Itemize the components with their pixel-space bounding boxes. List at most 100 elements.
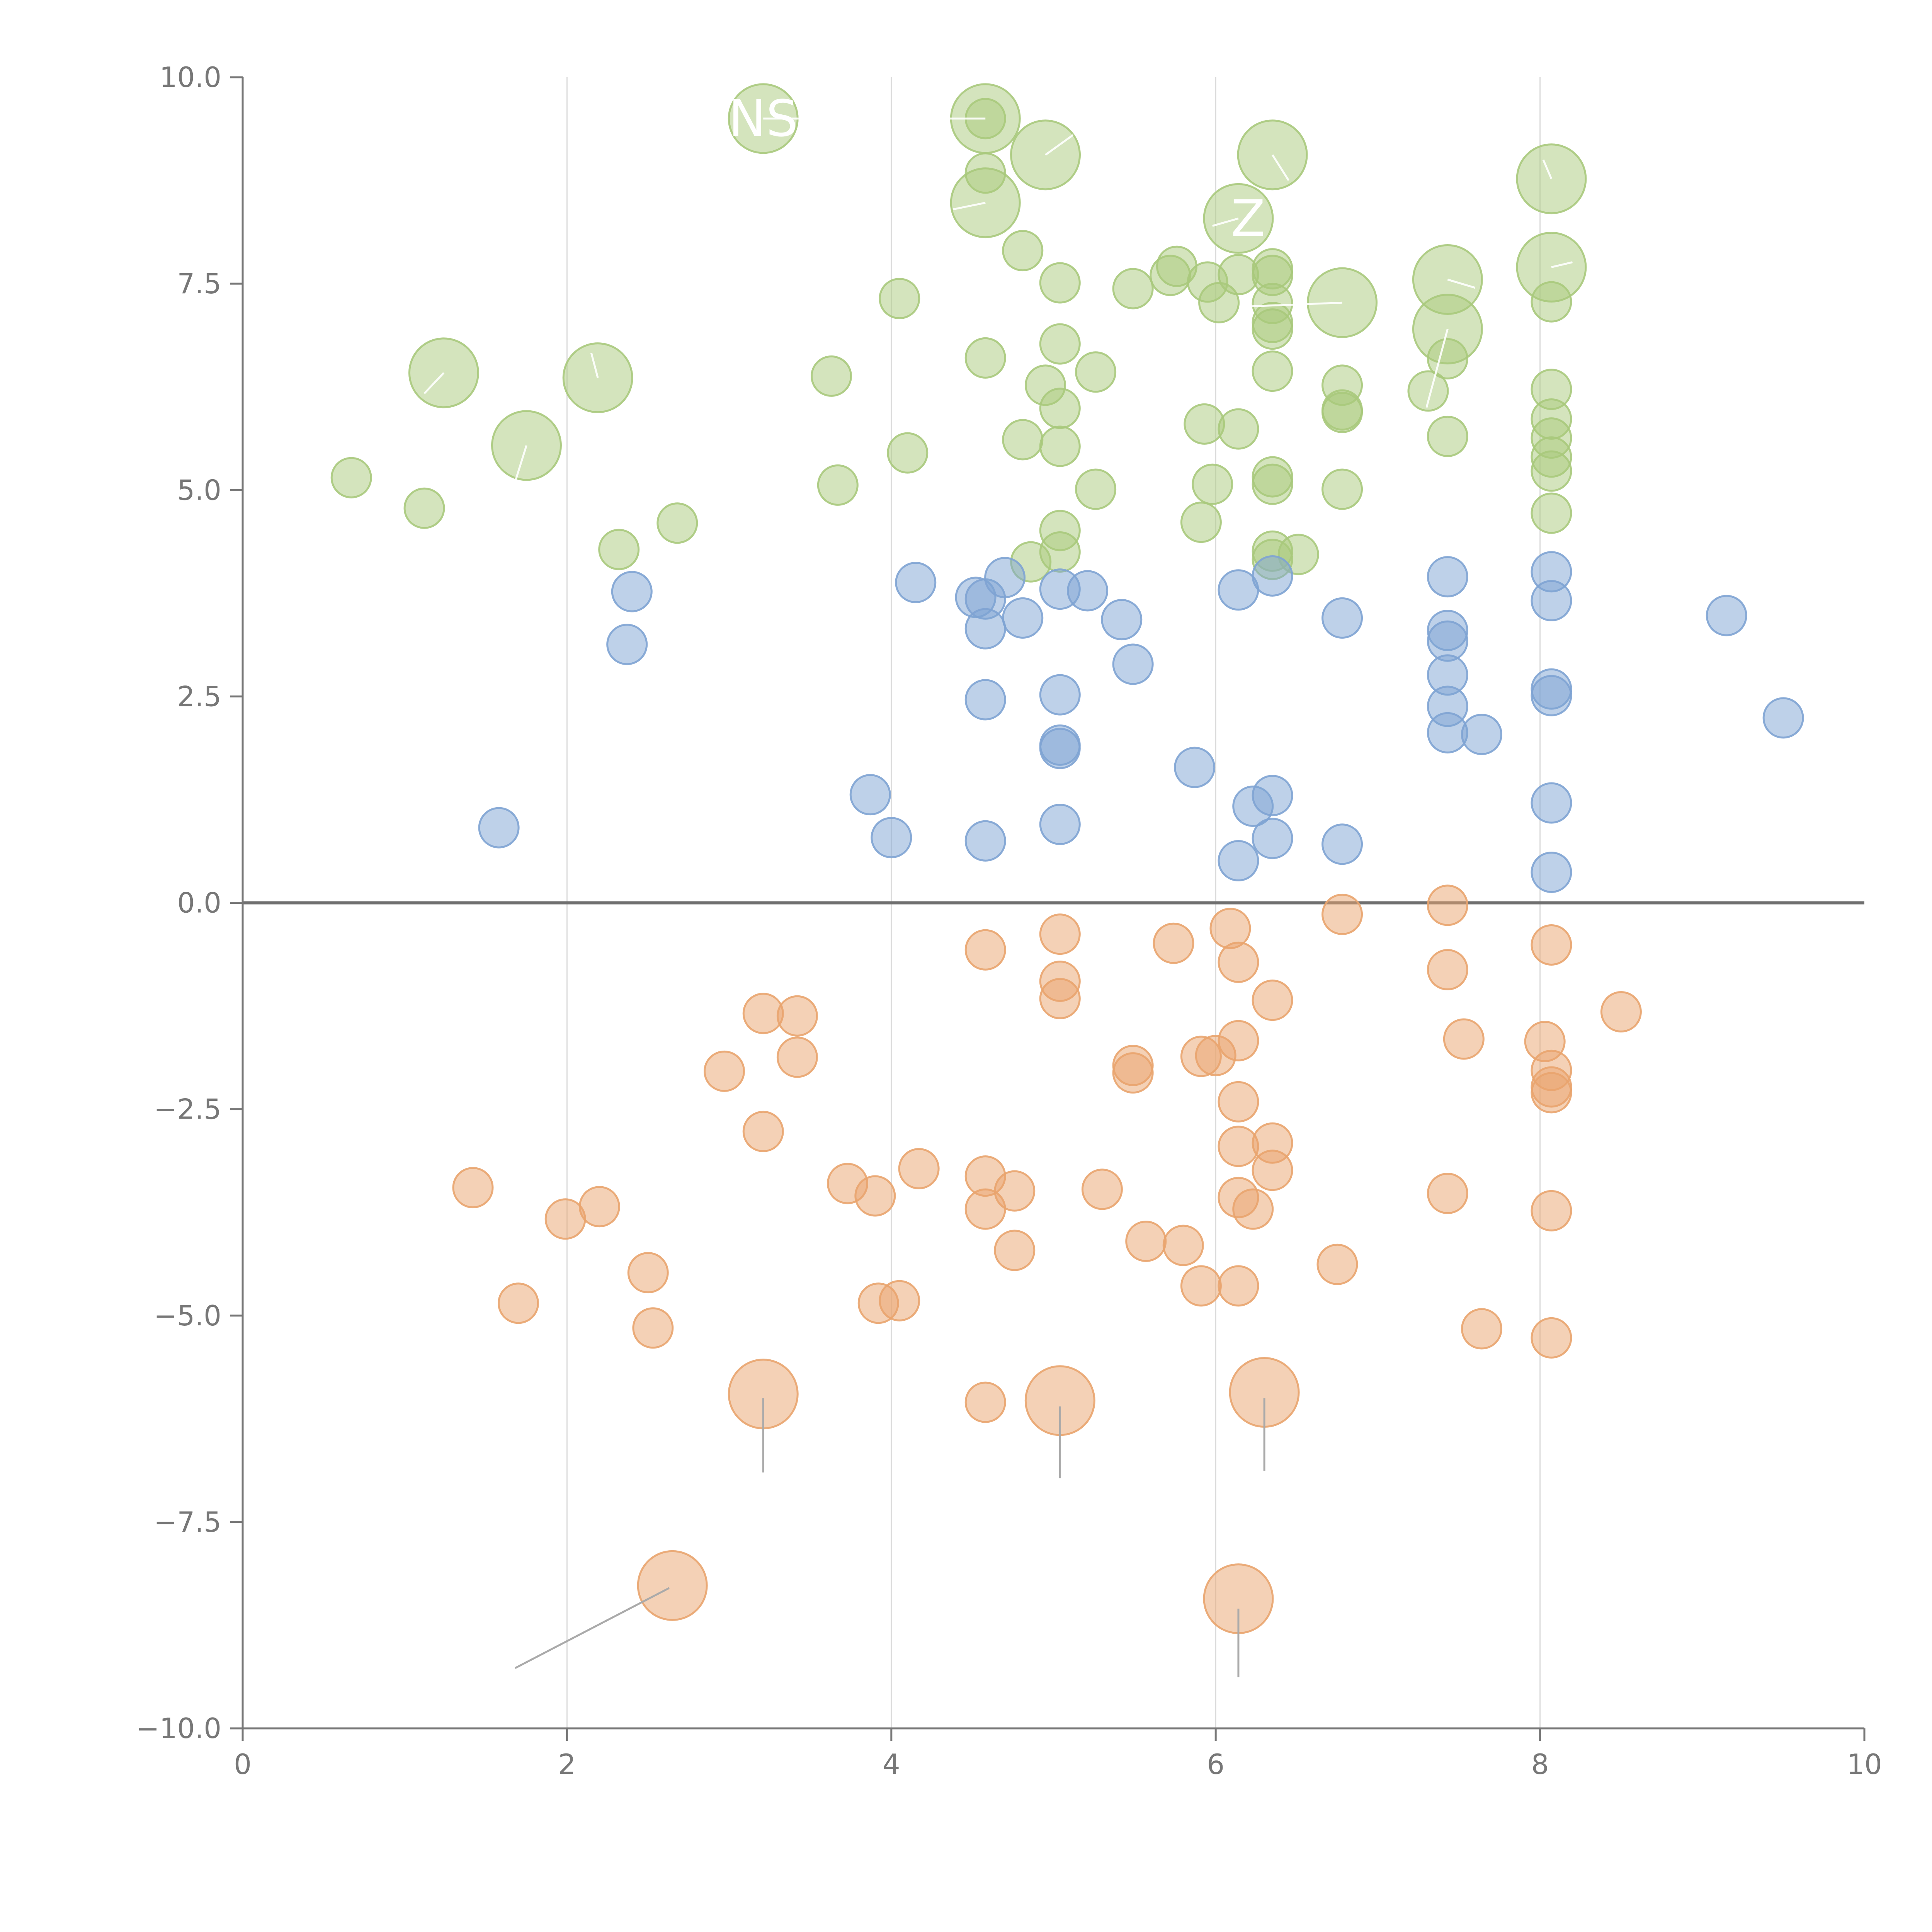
blue-point [606, 624, 648, 665]
blue-point [1321, 823, 1363, 865]
annotation-leader-line [1542, 159, 1553, 179]
orange-point [1531, 924, 1572, 966]
green-point [1002, 419, 1044, 461]
green-point [1252, 350, 1293, 392]
orange-point [1218, 1020, 1259, 1061]
green-point [403, 487, 445, 529]
annotation-leader-line [952, 202, 986, 211]
orange-point [1039, 913, 1081, 955]
x-tick-label: 4 [883, 1748, 900, 1781]
blue-point [1531, 675, 1572, 716]
orange-point [452, 1167, 494, 1209]
orange-point [704, 1050, 745, 1092]
annotation-leader-line [590, 352, 599, 378]
point-label: Z [1231, 189, 1265, 248]
x-tick-label: 10 [1847, 1748, 1882, 1781]
y-tick-label: −7.5 [154, 1506, 221, 1538]
blue-point [1252, 555, 1293, 597]
green-point [1531, 450, 1572, 492]
orange-point [1321, 893, 1363, 935]
orange-point [1461, 1308, 1503, 1350]
blue-point [1174, 747, 1216, 788]
orange-point [1218, 941, 1259, 983]
annotation-leader-lines [423, 117, 1573, 1677]
annotation-leader-line [1271, 154, 1290, 181]
orange-point [1153, 922, 1194, 964]
x-tick-label: 0 [234, 1748, 252, 1781]
orange-point [1039, 978, 1081, 1019]
green-point [1180, 502, 1222, 543]
annotation-leader-line [1447, 279, 1476, 289]
orange-point [964, 929, 1006, 971]
blue-point [478, 807, 520, 849]
orange-point [1180, 1265, 1222, 1307]
orange-point [742, 1111, 784, 1152]
blue-point [964, 820, 1006, 862]
orange-point [898, 1148, 940, 1189]
green-point [1192, 463, 1233, 505]
green-point [656, 502, 698, 544]
y-tick-label: 0.0 [177, 887, 221, 919]
annotation-leader-line [514, 445, 527, 482]
y-tick-label: −10.0 [136, 1712, 221, 1745]
orange-point [854, 1175, 896, 1217]
green-point [1252, 308, 1293, 350]
blue-point [1706, 595, 1747, 636]
orange-point [1125, 1220, 1167, 1262]
green-point [1039, 388, 1081, 429]
green-point [1075, 468, 1117, 510]
orange-point [497, 1282, 539, 1324]
blue-point [1067, 570, 1109, 612]
blue-point [1531, 851, 1572, 893]
orange-point [1162, 1225, 1204, 1266]
orange-point [1218, 1265, 1259, 1307]
blue-point [1039, 804, 1081, 845]
orange-point [1209, 908, 1251, 949]
y-tick-label: 2.5 [177, 680, 221, 713]
orange-point [1112, 1052, 1154, 1094]
orange-point [1218, 1081, 1259, 1122]
blue-point [964, 679, 1006, 721]
blue-point [1252, 818, 1293, 859]
green-point [1252, 463, 1293, 505]
orange-point [1443, 1018, 1485, 1060]
blue-point [1101, 599, 1143, 641]
blue-point [611, 571, 653, 612]
y-tick-label: −2.5 [154, 1093, 221, 1126]
annotation-leader-line [1045, 134, 1074, 156]
green-point [598, 529, 640, 570]
axes: 0 2 4 6 8 10 −10.0 −7.5 −5.0 −2.5 0.0 2.5 5.0 7.5 10.0 [136, 61, 1882, 1781]
orange-point [964, 1381, 1006, 1423]
blue-point [1112, 643, 1154, 685]
orange-point [1252, 980, 1293, 1021]
blue-point [1762, 697, 1804, 739]
green-point [1531, 492, 1572, 534]
green-point [1112, 268, 1154, 310]
annotation-leader-line [514, 1587, 670, 1669]
green-point [1075, 351, 1117, 393]
green-point [330, 457, 372, 498]
green-point [811, 355, 852, 397]
green-point [1039, 425, 1081, 467]
orange-point [1252, 1150, 1293, 1191]
annotation-leader-line [1212, 217, 1239, 227]
annotation-leader-line [423, 372, 445, 394]
orange-point [1081, 1168, 1123, 1210]
orange-point [1427, 884, 1468, 926]
green-point [1407, 370, 1449, 412]
green-point [817, 464, 859, 506]
blue-point [1039, 728, 1081, 769]
y-tick-label: 5.0 [177, 474, 221, 506]
orange-point [1316, 1243, 1358, 1285]
blue-point [1461, 714, 1503, 755]
green-point [1321, 468, 1363, 510]
blue-point [964, 608, 1006, 650]
orange-point [776, 995, 818, 1037]
point-labels: NS Z [728, 89, 1265, 248]
green-point [887, 432, 929, 474]
orange-point [1427, 1173, 1468, 1214]
green-large-point [562, 342, 633, 413]
orange-point [578, 1186, 620, 1228]
